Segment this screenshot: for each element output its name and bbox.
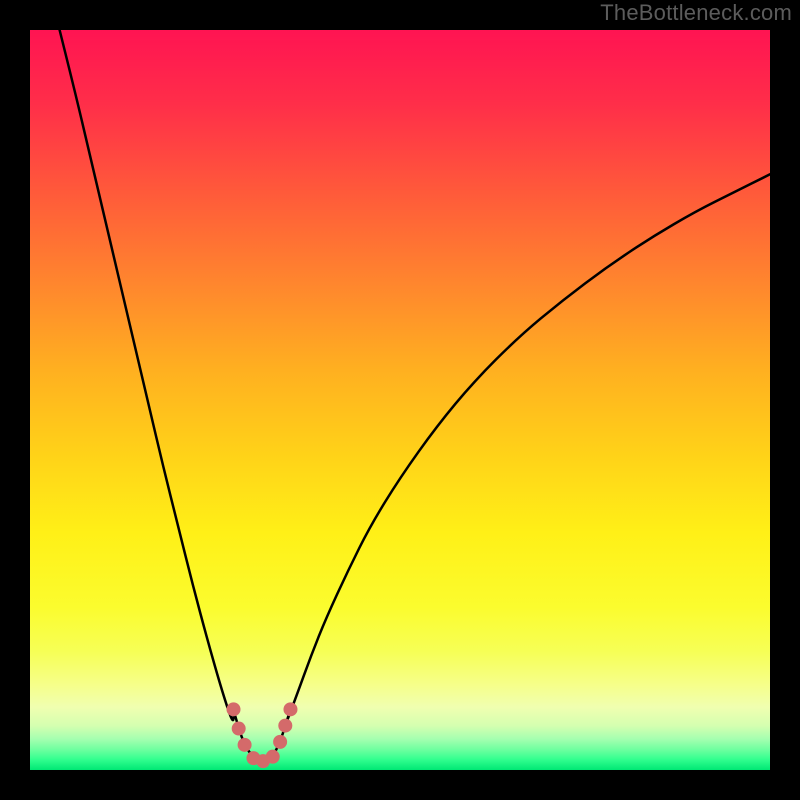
plot-gradient-background: [30, 30, 770, 770]
chart-stage: TheBottleneck.com: [0, 0, 800, 800]
watermark-text: TheBottleneck.com: [600, 0, 792, 26]
